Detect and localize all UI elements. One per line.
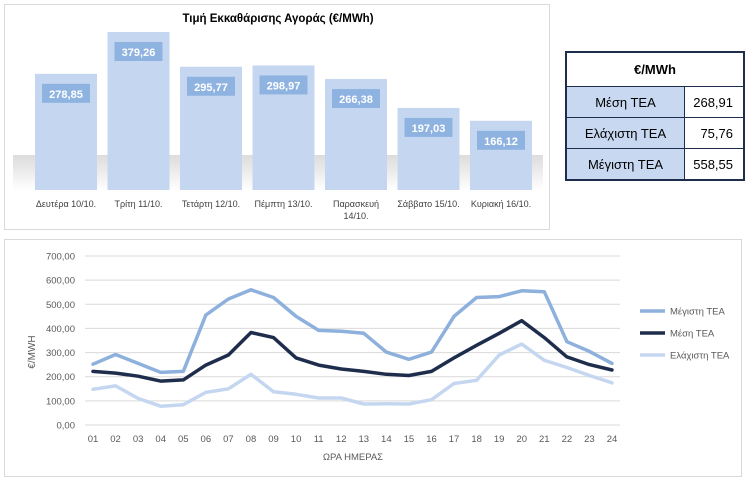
x-tick-label: 14 — [381, 434, 392, 445]
x-tick-label: 09 — [268, 434, 279, 445]
bar-value-label-bg — [42, 83, 90, 103]
stats-header: €/MWh — [565, 51, 745, 87]
x-tick-label: 19 — [494, 434, 505, 445]
category-label: Πέμπτη 13/10. — [255, 199, 313, 209]
bar-chart-title: Τιμή Εκκαθάρισης Αγοράς (€/MWh) — [182, 13, 373, 25]
x-tick-label: 12 — [336, 434, 347, 445]
x-tick-label: 24 — [607, 434, 618, 445]
bar-chart-panel: Τιμή Εκκαθάρισης Αγοράς (€/MWh) 278,85 Δε… — [4, 4, 550, 230]
x-axis-label: ΩΡΑ ΗΜΕΡΑΣ — [323, 452, 383, 463]
x-tick-label: 11 — [314, 434, 324, 445]
y-axis-label: €/MWH — [27, 335, 38, 368]
bar-value-label: 166,12 — [484, 136, 518, 148]
bar-value-label: 379,26 — [122, 47, 156, 59]
legend-label: Μέση ΤΕΑ — [670, 329, 715, 340]
x-tick-label: 04 — [155, 434, 166, 445]
y-tick-label: 100,00 — [46, 396, 75, 407]
x-tick-label: 15 — [404, 434, 415, 445]
bar-value-label-bg — [404, 117, 453, 137]
x-tick-label: 02 — [110, 434, 121, 445]
x-tick-label: 22 — [562, 434, 573, 445]
y-tick-label: 500,00 — [46, 300, 75, 311]
y-tick-label: 300,00 — [46, 348, 75, 359]
y-tick-label: 0,00 — [57, 421, 76, 432]
bar-value-label: 266,38 — [339, 94, 373, 106]
x-tick-label: 13 — [358, 434, 369, 445]
y-tick-label: 200,00 — [46, 372, 75, 383]
stats-row-min: Ελάχιστη ΤΕΑ 75,76 — [565, 117, 745, 149]
bar-value-label-bg — [259, 75, 308, 95]
series-line — [91, 342, 614, 408]
x-tick-label: 18 — [471, 434, 482, 445]
legend-label: Μέγιστη ΤΕΑ — [670, 307, 726, 318]
y-tick-label: 400,00 — [46, 324, 75, 335]
x-tick-label: 16 — [426, 434, 437, 445]
category-label: Δευτέρα 10/10. — [36, 199, 96, 209]
x-tick-label: 03 — [133, 434, 144, 445]
x-tick-label: 21 — [539, 434, 550, 445]
x-tick-label: 01 — [88, 434, 99, 445]
bar-value-label-bg — [187, 76, 235, 96]
category-label: Τετάρτη 12/10. — [182, 199, 240, 209]
stats-row-mean: Μέση ΤΕΑ 268,91 — [565, 86, 745, 118]
y-tick-label: 600,00 — [46, 276, 75, 287]
stats-value: 268,91 — [684, 86, 745, 118]
y-tick-label: 700,00 — [46, 252, 75, 263]
bar-chart: Τιμή Εκκαθάρισης Αγοράς (€/MWh) 278,85 Δε… — [13, 13, 543, 221]
stats-value: 558,55 — [684, 148, 745, 181]
line-chart: €/MWH ΩΡΑ ΗΜΕΡΑΣ 0,00 100,00 200,00 300,00 4… — [27, 252, 730, 464]
x-tick-label: 20 — [516, 434, 527, 445]
bar-value-label: 278,85 — [49, 89, 83, 101]
category-label: Σάββατο 15/10. — [397, 199, 459, 209]
legend-label: Ελάχιστη ΤΕΑ — [670, 351, 730, 362]
bar-value-label: 197,03 — [412, 123, 446, 135]
stats-label: Ελάχιστη ΤΕΑ — [565, 117, 685, 149]
bar-value-label-bg — [477, 130, 525, 150]
stats-row-max: Μέγιστη ΤΕΑ 558,55 — [565, 148, 745, 181]
bar-value-label-bg — [332, 89, 380, 109]
stats-label: Μέση ΤΕΑ — [565, 86, 685, 118]
stats-label: Μέγιστη ΤΕΑ — [565, 148, 685, 181]
x-tick-label: 07 — [223, 434, 234, 445]
bar-value-label-bg — [114, 42, 163, 62]
stats-value: 75,76 — [684, 117, 745, 149]
x-tick-label: 17 — [449, 434, 460, 445]
x-tick-label: 08 — [246, 434, 257, 445]
stats-table: €/MWh Μέση ΤΕΑ 268,91 Ελάχιστη ΤΕΑ 75,76… — [565, 51, 745, 181]
x-tick-label: 05 — [178, 434, 189, 445]
x-tick-label: 10 — [291, 434, 302, 445]
stats-header-row: €/MWh — [565, 51, 745, 87]
category-label: Παρασκευή 14/10. — [333, 199, 379, 221]
x-tick-label: 06 — [201, 434, 212, 445]
category-label: Τρίτη 11/10. — [114, 199, 162, 209]
bar-value-label: 298,97 — [267, 80, 301, 92]
line-chart-panel: €/MWH ΩΡΑ ΗΜΕΡΑΣ 0,00 100,00 200,00 300,00 4… — [4, 239, 742, 477]
bar-value-label: 295,77 — [194, 82, 228, 94]
series-line — [91, 288, 614, 375]
category-label: Κυριακή 16/10. — [471, 199, 531, 209]
series-line — [91, 318, 614, 383]
x-tick-label: 23 — [584, 434, 595, 445]
